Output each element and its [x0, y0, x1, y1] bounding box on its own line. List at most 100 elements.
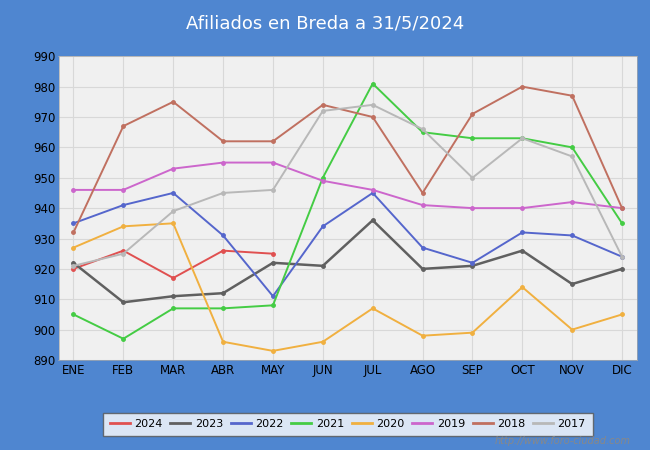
- 2024: [120, 248, 127, 253]
- 2022: [70, 220, 77, 226]
- Line: 2024: 2024: [72, 249, 275, 280]
- Text: http://www.foro-ciudad.com: http://www.foro-ciudad.com: [495, 436, 630, 446]
- 2022: [419, 245, 426, 250]
- 2021: [568, 145, 576, 150]
- 2018: [419, 190, 426, 196]
- 2019: [419, 202, 426, 208]
- 2021: [169, 306, 177, 311]
- 2017: [369, 102, 376, 108]
- 2020: [319, 339, 327, 345]
- 2020: [219, 339, 227, 345]
- 2018: [469, 111, 476, 117]
- 2022: [568, 233, 576, 238]
- 2018: [519, 84, 526, 89]
- 2020: [419, 333, 426, 338]
- 2020: [469, 330, 476, 335]
- 2017: [419, 126, 426, 132]
- 2023: [169, 293, 177, 299]
- 2019: [568, 199, 576, 205]
- 2020: [70, 245, 77, 250]
- 2022: [169, 190, 177, 196]
- 2019: [269, 160, 277, 165]
- 2022: [618, 254, 626, 259]
- 2022: [469, 260, 476, 265]
- 2023: [618, 266, 626, 271]
- 2023: [519, 248, 526, 253]
- 2021: [369, 81, 376, 86]
- 2019: [219, 160, 227, 165]
- 2017: [519, 135, 526, 141]
- Text: Afiliados en Breda a 31/5/2024: Afiliados en Breda a 31/5/2024: [186, 14, 464, 33]
- 2023: [120, 300, 127, 305]
- Legend: 2024, 2023, 2022, 2021, 2020, 2019, 2018, 2017: 2024, 2023, 2022, 2021, 2020, 2019, 2018…: [103, 413, 593, 436]
- 2019: [369, 187, 376, 193]
- 2019: [169, 166, 177, 171]
- 2018: [120, 123, 127, 129]
- 2021: [70, 312, 77, 317]
- 2021: [120, 336, 127, 342]
- 2017: [319, 108, 327, 113]
- 2017: [269, 187, 277, 193]
- 2020: [269, 348, 277, 354]
- 2017: [70, 263, 77, 269]
- 2018: [618, 205, 626, 211]
- Line: 2022: 2022: [72, 191, 624, 298]
- 2023: [568, 281, 576, 287]
- 2024: [269, 251, 277, 256]
- 2020: [519, 284, 526, 290]
- 2024: [169, 275, 177, 281]
- 2019: [469, 205, 476, 211]
- Line: 2017: 2017: [72, 103, 624, 268]
- 2019: [519, 205, 526, 211]
- 2021: [269, 302, 277, 308]
- 2022: [219, 233, 227, 238]
- 2023: [469, 263, 476, 269]
- 2021: [618, 220, 626, 226]
- 2021: [469, 135, 476, 141]
- 2017: [169, 208, 177, 214]
- 2020: [568, 327, 576, 332]
- Line: 2020: 2020: [72, 221, 624, 353]
- 2017: [568, 154, 576, 159]
- 2023: [269, 260, 277, 265]
- 2023: [419, 266, 426, 271]
- 2018: [219, 139, 227, 144]
- 2022: [319, 224, 327, 229]
- 2019: [319, 178, 327, 184]
- 2018: [369, 114, 376, 120]
- 2019: [70, 187, 77, 193]
- 2024: [219, 248, 227, 253]
- 2023: [369, 218, 376, 223]
- Line: 2018: 2018: [72, 85, 624, 234]
- 2017: [618, 254, 626, 259]
- 2021: [419, 130, 426, 135]
- 2019: [120, 187, 127, 193]
- 2023: [70, 260, 77, 265]
- 2018: [70, 230, 77, 235]
- 2018: [319, 102, 327, 108]
- 2017: [120, 251, 127, 256]
- 2020: [120, 224, 127, 229]
- 2019: [618, 205, 626, 211]
- 2017: [469, 175, 476, 180]
- 2020: [369, 306, 376, 311]
- Line: 2021: 2021: [72, 82, 624, 341]
- 2022: [369, 190, 376, 196]
- 2020: [618, 312, 626, 317]
- 2021: [319, 175, 327, 180]
- 2022: [269, 293, 277, 299]
- 2023: [319, 263, 327, 269]
- Line: 2019: 2019: [72, 161, 624, 210]
- Line: 2023: 2023: [72, 219, 624, 304]
- 2022: [519, 230, 526, 235]
- 2018: [568, 93, 576, 99]
- 2021: [219, 306, 227, 311]
- 2022: [120, 202, 127, 208]
- 2018: [269, 139, 277, 144]
- 2021: [519, 135, 526, 141]
- 2024: [70, 266, 77, 271]
- 2020: [169, 220, 177, 226]
- 2023: [219, 290, 227, 296]
- 2017: [219, 190, 227, 196]
- 2018: [169, 99, 177, 104]
